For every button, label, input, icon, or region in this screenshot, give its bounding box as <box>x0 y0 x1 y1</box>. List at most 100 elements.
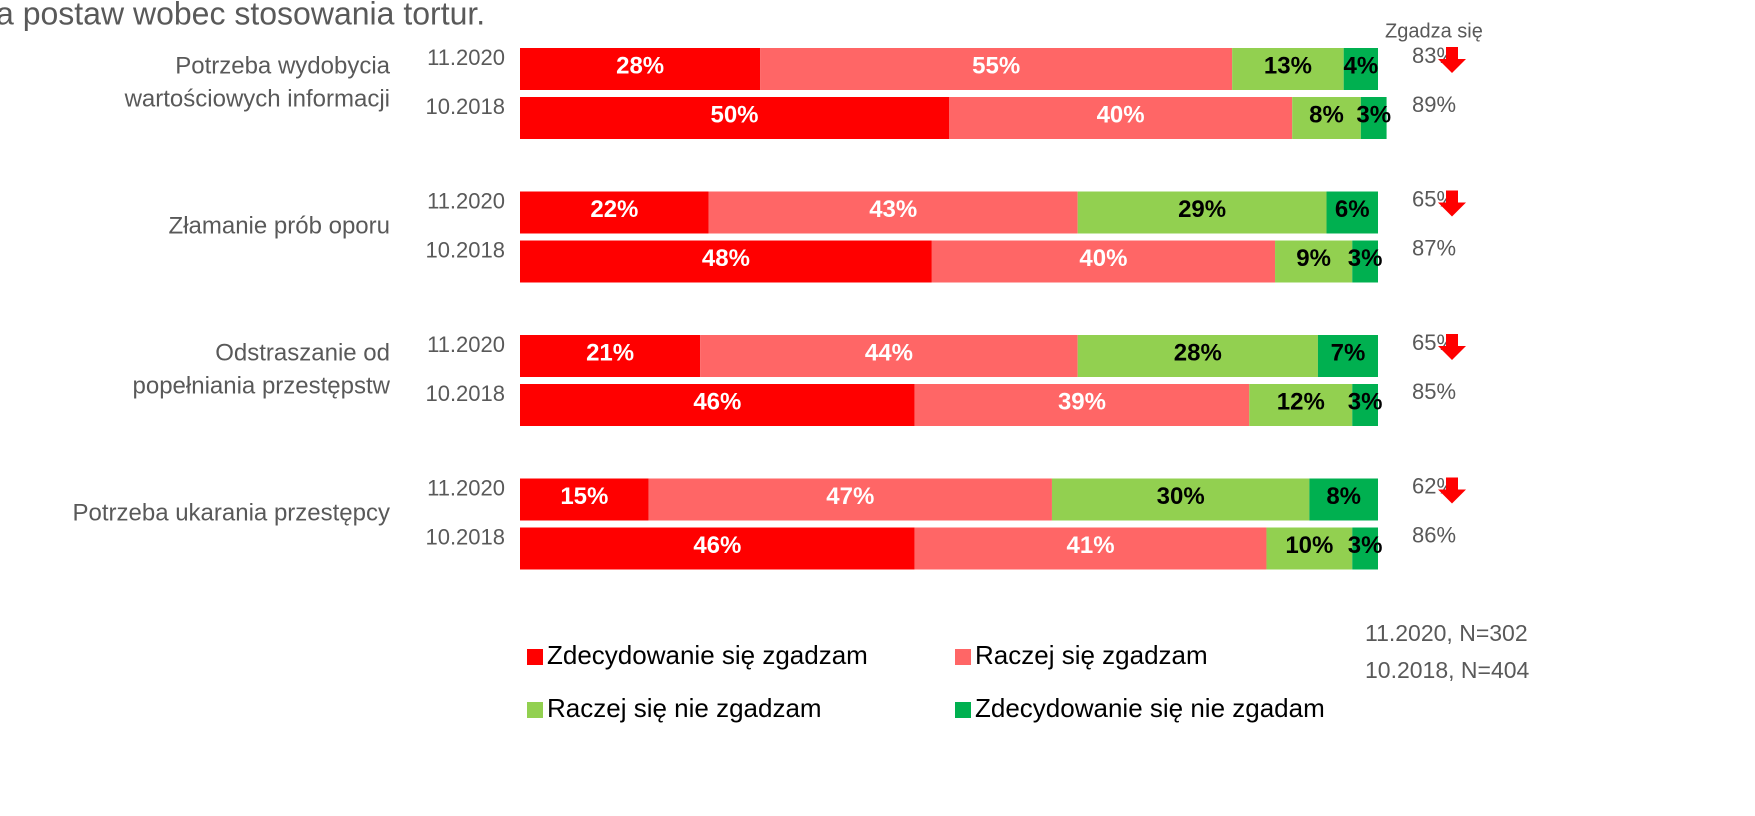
bar-segment <box>700 335 1078 377</box>
legend-label: Zdecydowanie się nie zgadam <box>975 693 1325 723</box>
value-label: 4% <box>1343 52 1378 79</box>
note: 10.2018, N=404 <box>1365 657 1530 683</box>
legend-swatch <box>955 649 971 665</box>
bar-segment <box>1077 191 1327 234</box>
legend-swatch <box>527 649 543 665</box>
bar-segment <box>520 384 915 426</box>
agree-label: 87% <box>1412 235 1456 260</box>
note: 11.2020, N=302 <box>1365 620 1528 646</box>
down-arrow <box>1438 334 1466 360</box>
chart-title: a postaw wobec stosowania tortur. <box>0 0 485 31</box>
bar-segment <box>1352 240 1378 283</box>
bar-segment <box>1051 478 1310 521</box>
value-label: 46% <box>693 388 741 415</box>
legend-label: Raczej się nie zgadzam <box>547 693 822 723</box>
value-label: 40% <box>1097 101 1145 128</box>
group-label: Potrzeba wydobycia <box>175 52 390 79</box>
value-label: 9% <box>1296 245 1331 272</box>
period-label: 10.2018 <box>425 524 505 549</box>
legend-swatch <box>955 702 971 718</box>
bar-segment <box>931 240 1276 283</box>
bar-segment <box>760 48 1233 90</box>
legend-swatch <box>527 702 543 718</box>
bar-segment <box>1292 97 1361 139</box>
group-label: Złamanie prób oporu <box>169 212 390 239</box>
group-label: Potrzeba ukarania przestępcy <box>72 499 390 526</box>
bar-segment <box>520 335 701 377</box>
value-label: 8% <box>1326 483 1361 510</box>
group-label: wartościowych informacji <box>124 85 390 112</box>
value-label: 48% <box>702 245 750 272</box>
bar-segment <box>1360 97 1387 139</box>
bar-segment <box>1326 191 1378 234</box>
value-label: 10% <box>1285 532 1333 559</box>
value-label: 3% <box>1348 532 1383 559</box>
value-label: 46% <box>693 532 741 559</box>
bar-segment <box>1352 384 1378 426</box>
value-label: 7% <box>1331 339 1366 366</box>
bar-segment <box>1266 527 1353 570</box>
value-label: 55% <box>972 52 1020 79</box>
bar-segment <box>520 97 949 139</box>
value-label: 3% <box>1348 388 1383 415</box>
value-label: 40% <box>1079 245 1127 272</box>
legend-label: Zdecydowanie się zgadzam <box>547 640 868 670</box>
down-arrow <box>1438 190 1466 217</box>
bar-segment <box>520 478 649 521</box>
period-label: 11.2020 <box>427 188 505 213</box>
group-label: popełniania przestępstw <box>133 372 391 399</box>
value-label: 28% <box>616 52 664 79</box>
bar-segment <box>520 191 709 234</box>
value-label: 3% <box>1348 245 1383 272</box>
bar-segment <box>708 191 1078 234</box>
bar-segment <box>1249 384 1353 426</box>
agree-label: 85% <box>1412 379 1456 404</box>
value-label: 39% <box>1058 388 1106 415</box>
value-label: 13% <box>1264 52 1312 79</box>
value-label: 6% <box>1335 196 1370 223</box>
period-label: 10.2018 <box>425 381 505 406</box>
value-label: 8% <box>1309 101 1344 128</box>
group-label: Odstraszanie od <box>215 339 390 366</box>
bar-segment <box>1343 48 1378 90</box>
value-label: 44% <box>865 339 913 366</box>
bar-segment <box>520 240 932 283</box>
bar-segment <box>520 48 761 90</box>
bar-segment <box>949 97 1293 139</box>
agree-header: Zgadza się <box>1385 20 1483 42</box>
value-label: 29% <box>1178 196 1226 223</box>
agree-label: 89% <box>1412 92 1456 117</box>
value-label: 28% <box>1174 339 1222 366</box>
agree-label: 86% <box>1412 522 1456 547</box>
value-label: 47% <box>826 483 874 510</box>
bar-segment <box>914 527 1267 570</box>
bar-segment <box>1352 527 1378 570</box>
bar-segment <box>1077 335 1318 377</box>
value-label: 15% <box>560 483 608 510</box>
bar-segment <box>520 527 915 570</box>
value-label: 12% <box>1277 388 1325 415</box>
legend-label: Raczej się zgadzam <box>975 640 1208 670</box>
period-label: 11.2020 <box>427 45 505 70</box>
bar-segment <box>1275 240 1353 283</box>
period-label: 11.2020 <box>427 332 505 357</box>
down-arrow <box>1438 47 1466 73</box>
value-label: 3% <box>1356 101 1391 128</box>
value-label: 43% <box>869 196 917 223</box>
value-label: 50% <box>710 101 758 128</box>
bar-segment <box>648 478 1052 521</box>
bar-segment <box>1232 48 1344 90</box>
period-label: 10.2018 <box>425 94 505 119</box>
value-label: 22% <box>590 196 638 223</box>
bar-segment <box>1317 335 1378 377</box>
period-label: 11.2020 <box>427 475 505 500</box>
value-label: 21% <box>586 339 634 366</box>
period-label: 10.2018 <box>425 237 505 262</box>
down-arrow <box>1438 477 1466 504</box>
bar-segment <box>1309 478 1378 521</box>
value-label: 30% <box>1157 483 1205 510</box>
value-label: 41% <box>1067 532 1115 559</box>
bar-segment <box>914 384 1250 426</box>
